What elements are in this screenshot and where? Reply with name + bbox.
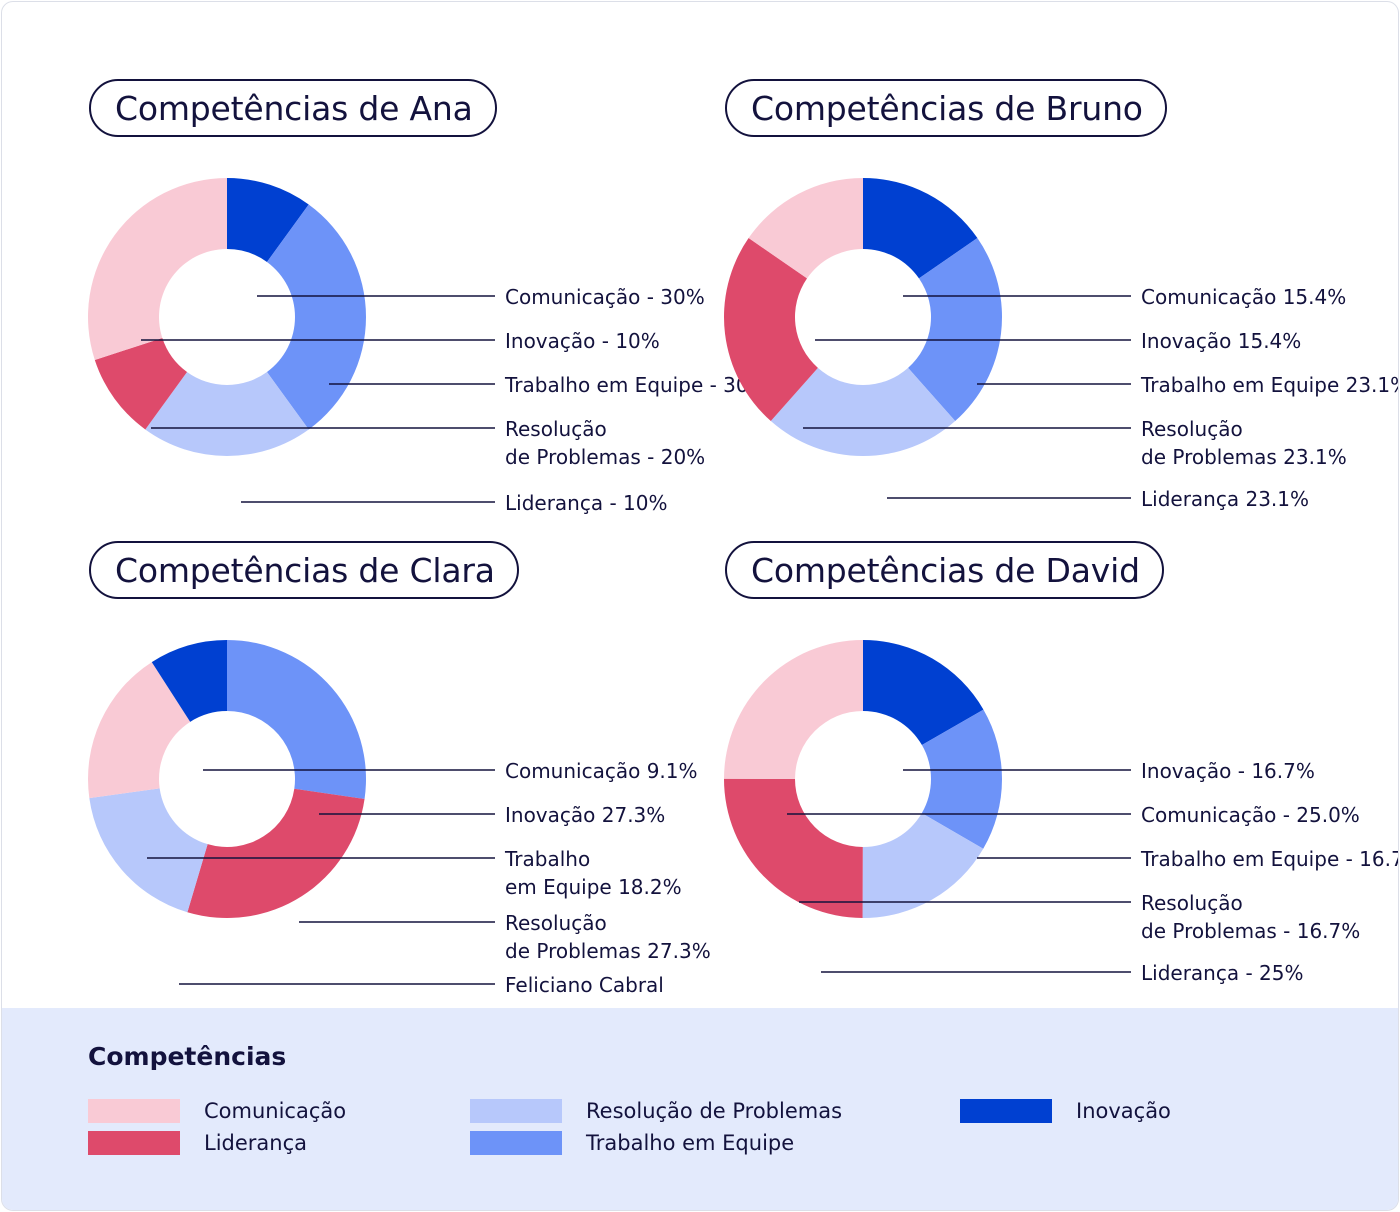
callout-label: Liderança 23.1% — [1141, 487, 1309, 511]
legend-label-comunicacao: Comunicação — [204, 1099, 347, 1123]
donut-slice-inovacao — [863, 178, 978, 279]
donut-slice-comunicacao — [88, 662, 191, 799]
donut-slice-lideranca — [724, 238, 818, 422]
chart-title-ana: Competências de Ana — [89, 79, 497, 137]
donut-slice-trabalho-em-equipe — [227, 640, 367, 800]
donut-slice-resolucao-de-problemas — [770, 367, 956, 457]
callout-label: Comunicação 15.4% — [1141, 285, 1346, 309]
callout-label: Inovação - 10% — [505, 329, 660, 353]
callout-label: Inovação 15.4% — [1141, 329, 1301, 353]
legend-title: Competências — [88, 1042, 287, 1071]
callout-label: Inovação - 16.7% — [1141, 759, 1315, 783]
callout-label: Inovação 27.3% — [505, 803, 665, 827]
callout-label: Comunicação 9.1% — [505, 759, 698, 783]
callout-label: Feliciano Cabral — [505, 973, 664, 997]
legend-label-resolucao: Resolução de Problemas — [586, 1099, 843, 1123]
legend-item-resolucao: Resolução de Problemas — [470, 1099, 842, 1123]
donut-slice-resolucao-de-problemas — [145, 372, 309, 456]
donut-chart-ana: Comunicação - 30% Inovação - 10% Trabalho … — [87, 178, 768, 515]
callout-label: Trabalho em Equipe 18.2% — [504, 847, 682, 899]
callout-label: Resolução de Problemas - 20% — [505, 417, 705, 469]
callout-label: Resolução de Problemas - 16.7% — [1141, 891, 1360, 943]
donut-slice-inovacao — [863, 640, 984, 746]
donut-slice-lideranca — [94, 338, 188, 430]
chart-title-clara: Competências de Clara — [89, 541, 519, 599]
donut-chart-clara: Comunicação 9.1% Inovação 27.3% Trabalho em… — [88, 640, 711, 997]
donut-slice-comunicacao — [87, 178, 227, 360]
chart-title-bruno: Competências de Bruno — [725, 79, 1167, 137]
callout-label: Resolução de Problemas 27.3% — [505, 911, 711, 963]
legend-swatch-lideranca — [88, 1131, 180, 1155]
chart-panel-bruno: Competências de Bruno Comunicação 15.4% I… — [724, 79, 1398, 519]
legend-swatch-resolucao — [470, 1099, 562, 1123]
donut-slice-lideranca — [187, 788, 365, 918]
legend-label-lideranca: Liderança — [204, 1131, 308, 1155]
legend-label-inovacao: Inovação — [1076, 1099, 1171, 1123]
donut-slice-trabalho-em-equipe — [266, 204, 366, 430]
callout-label: Trabalho em Equipe 23.1% — [1140, 373, 1399, 397]
chart-panel-david: Competências de David Inovação - 16.7% Co… — [724, 541, 1398, 985]
callout-label: Resolução de Problemas 23.1% — [1141, 417, 1347, 469]
legend-item-comunicacao: Comunicação — [88, 1099, 346, 1123]
chart-panel-ana: Competências de Ana Comunicação - 30% Ino… — [87, 79, 768, 519]
donut-slice-lideranca — [724, 778, 863, 918]
callout-label: Comunicação - 25.0% — [1141, 803, 1360, 827]
callout-label: Liderança - 25% — [1141, 961, 1304, 985]
callout-label: Comunicação - 30% — [505, 285, 705, 309]
legend-item-lideranca: Liderança — [88, 1131, 307, 1155]
legend: Competências Comunicação Liderança Resol… — [2, 1008, 1398, 1210]
callout-label: Trabalho em Equipe - 30% — [504, 373, 768, 397]
donut-slice-trabalho-em-equipe — [908, 238, 1002, 422]
legend-item-inovacao: Inovação — [960, 1099, 1171, 1123]
donut-chart-bruno: Comunicação 15.4% Inovação 15.4% Trabalho … — [724, 178, 1398, 511]
callout-label: Liderança - 10% — [505, 491, 668, 515]
legend-swatch-inovacao — [960, 1099, 1052, 1123]
callout-label: Trabalho em Equipe - 16.7% — [1140, 847, 1399, 871]
legend-swatch-trabalho — [470, 1131, 562, 1155]
donut-chart-david: Inovação - 16.7% Comunicação - 25.0% Traba… — [724, 640, 1398, 985]
legend-item-trabalho: Trabalho em Equipe — [470, 1131, 794, 1155]
chart-panel-clara: Competências de Clara Comunicação 9.1% In… — [88, 541, 749, 997]
chart-title-david: Competências de David — [725, 541, 1164, 599]
donut-slice-inovacao — [151, 640, 227, 722]
donut-slice-resolucao-de-problemas — [862, 813, 984, 918]
legend-swatch-comunicacao — [88, 1099, 180, 1123]
donut-slice-resolucao-de-problemas — [89, 788, 208, 913]
donut-slice-comunicacao — [724, 640, 863, 779]
legend-label-trabalho: Trabalho em Equipe — [586, 1131, 795, 1155]
donut-slice-comunicacao — [748, 178, 863, 279]
donut-slice-inovacao — [227, 178, 309, 262]
